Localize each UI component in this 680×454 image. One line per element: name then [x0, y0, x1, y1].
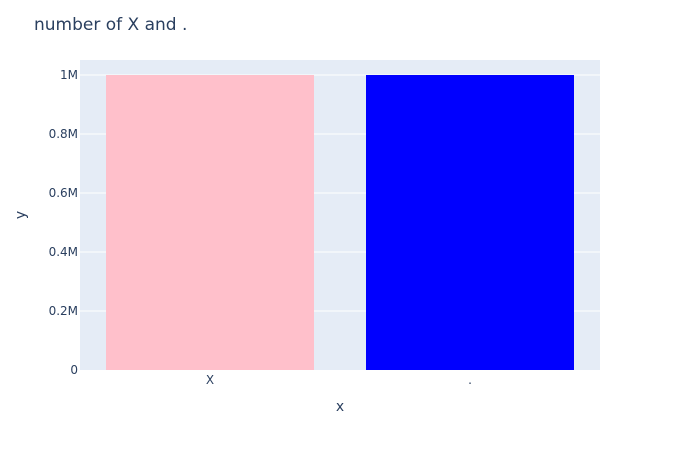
y-tick-label: 0.8M: [49, 127, 78, 141]
x-tick-label: X: [206, 373, 214, 387]
bar[interactable]: [366, 75, 574, 370]
y-tick-label: 0.4M: [49, 245, 78, 259]
x-axis-label: x: [336, 399, 344, 415]
chart-title: number of X and .: [34, 15, 187, 35]
bar[interactable]: [106, 75, 314, 370]
x-tick-label: .: [468, 373, 472, 387]
y-tick-labels: 0 0.2M 0.4M 0.6M 0.8M 1M: [49, 68, 78, 377]
y-tick-label: 0: [70, 363, 78, 377]
x-tick-labels: X.: [206, 373, 472, 387]
y-tick-label: 1M: [60, 68, 78, 82]
y-axis-label: y: [13, 211, 29, 219]
y-tick-label: 0.2M: [49, 304, 78, 318]
y-tick-label: 0.6M: [49, 186, 78, 200]
bars: [106, 75, 574, 370]
